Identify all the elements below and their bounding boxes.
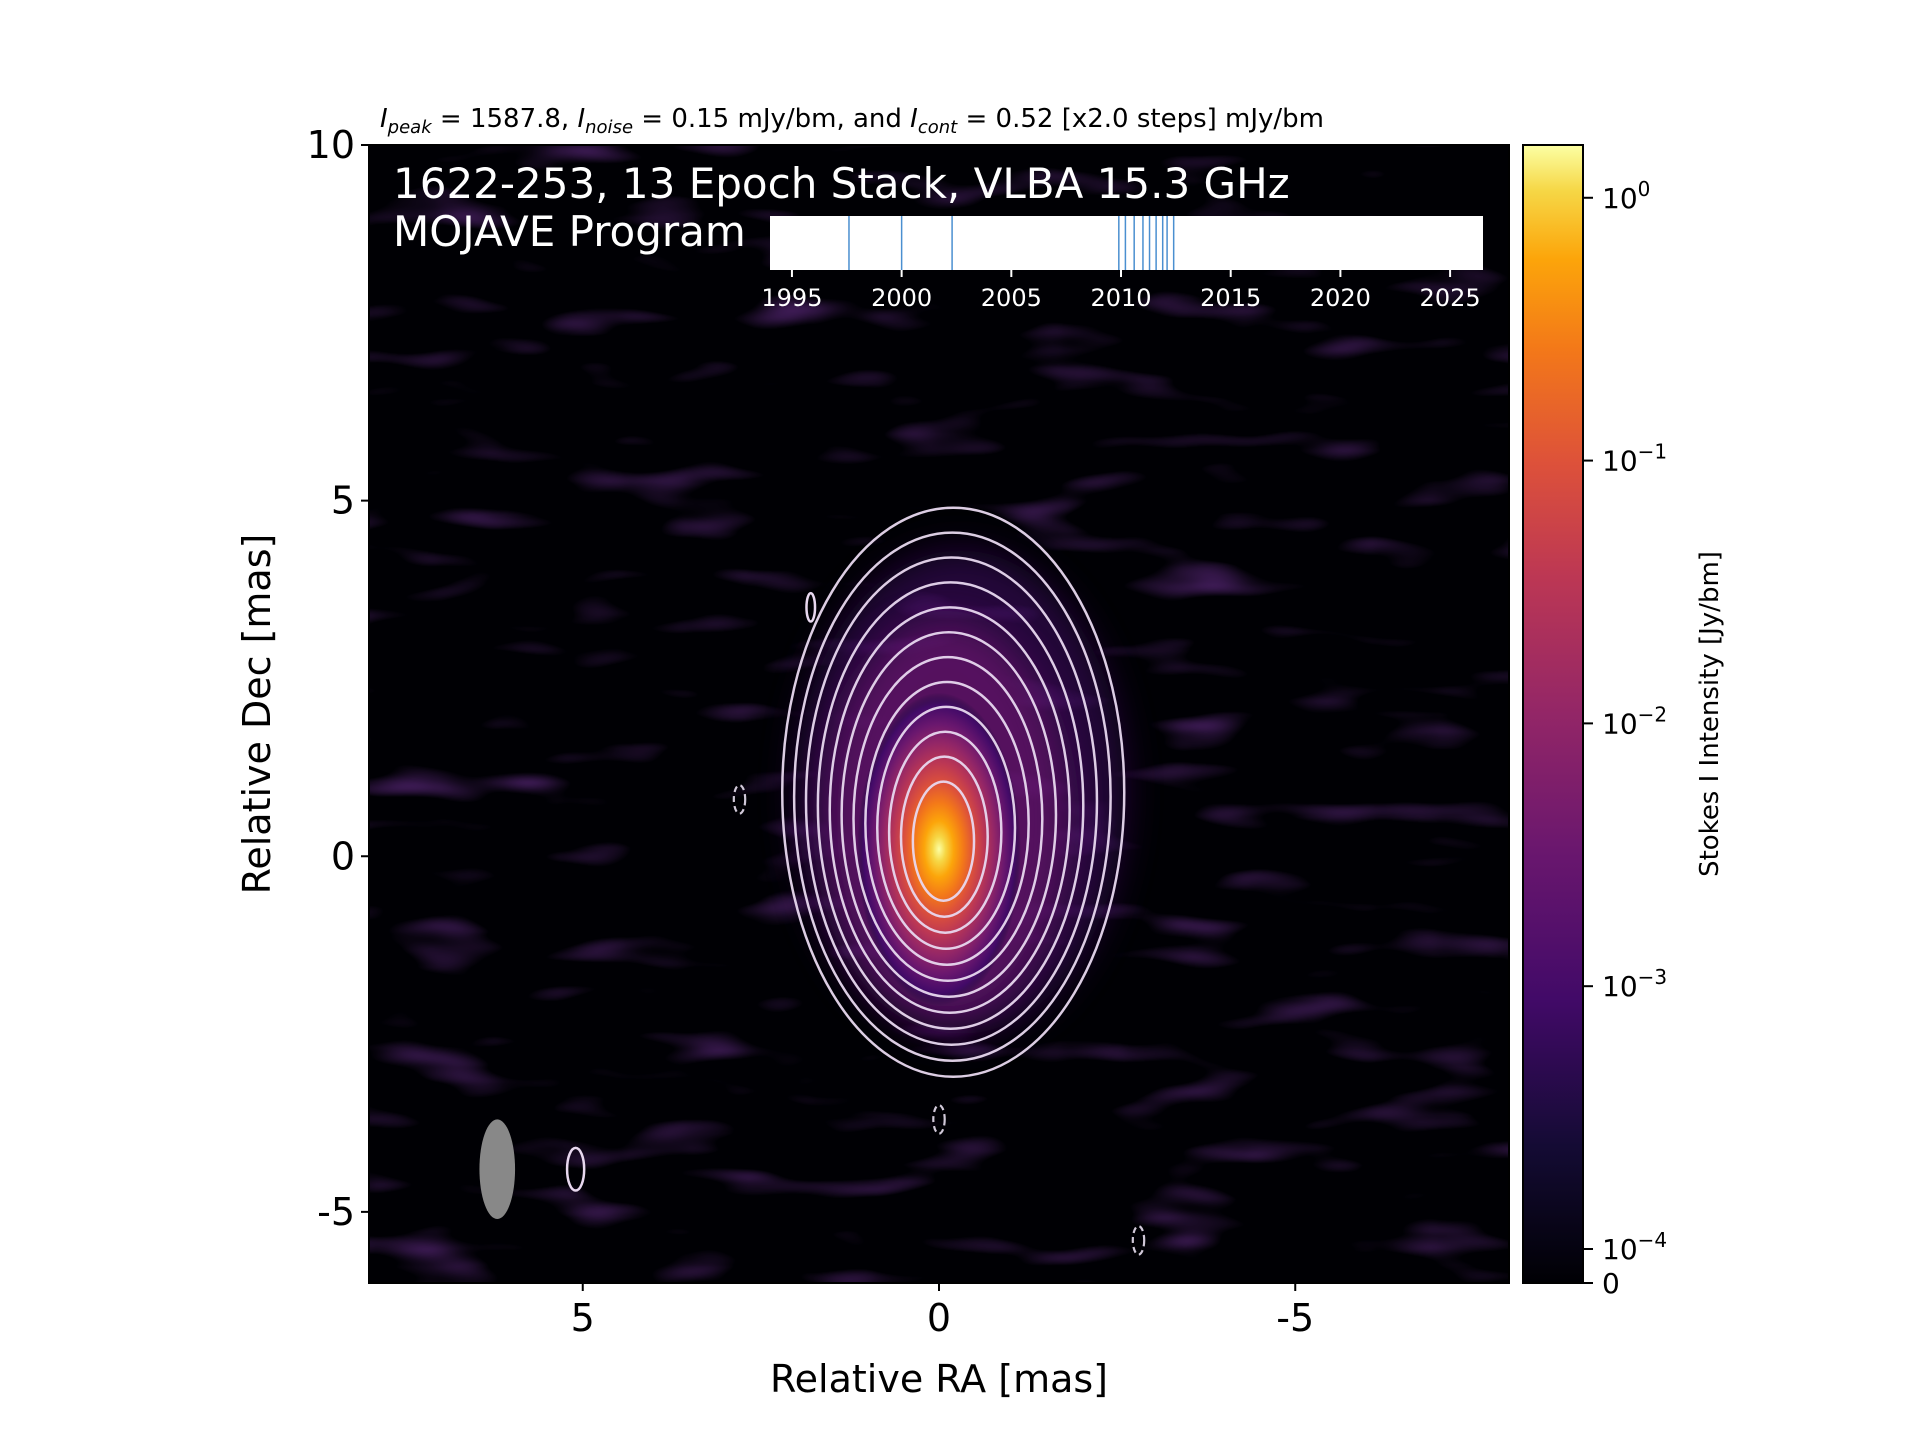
colorbar-tick-label: 10−3 — [1602, 965, 1667, 1003]
contour-level — [840, 630, 1058, 998]
contour-level — [828, 606, 1071, 1014]
x-tick-label: 5 — [571, 1296, 595, 1340]
colorbar-frame — [1522, 144, 1584, 1284]
timeline-box — [770, 216, 1483, 270]
timeline-tick-label: 2010 — [1090, 284, 1151, 312]
timeline-tick-label: 2000 — [871, 284, 932, 312]
x-axis-label: Relative RA [mas] — [770, 1357, 1108, 1401]
contour-level — [781, 506, 1126, 1078]
chart-title: Ipeak = 1587.8, Inoise = 0.15 mJy/bm, an… — [380, 104, 1324, 138]
contour-level — [792, 531, 1112, 1062]
timeline-tick-label: 1995 — [761, 284, 822, 312]
timeline-ticks: 1995 2000 2005 2010 2015 2020 2025 — [761, 270, 1481, 312]
contour-level — [899, 755, 989, 918]
contour-level — [911, 780, 976, 902]
timeline-epochs — [848, 216, 1175, 270]
colorbar-tick-label: 0 — [1602, 1267, 1620, 1300]
y-tick-label: 0 — [331, 834, 355, 878]
timeline-tick-label: 2025 — [1420, 284, 1481, 312]
image-panel — [369, 145, 1509, 1283]
source-annotation-line1: 1622-253, 13 Epoch Stack, VLBA 15.3 GHz — [393, 159, 1290, 208]
y-tick-label: -5 — [317, 1190, 355, 1234]
colorbar-tick-label: 100 — [1602, 177, 1650, 215]
negative-contour — [1131, 1224, 1146, 1256]
colorbar-label: Stokes I Intensity [Jy/bm] — [1695, 551, 1725, 877]
contour-level — [852, 655, 1044, 982]
timeline-tick-label: 2020 — [1310, 284, 1371, 312]
x-tick-label: -5 — [1276, 1296, 1314, 1340]
contour-level — [876, 705, 1017, 950]
colorbar-tick-label: 10−4 — [1602, 1228, 1667, 1266]
x-tick-label: 0 — [927, 1296, 951, 1340]
y-axis-ticks: 10 5 0 -5 — [307, 123, 369, 1234]
negative-contour — [932, 1104, 946, 1135]
emission-core — [857, 692, 1021, 1006]
y-axis-label: Relative Dec [mas] — [235, 534, 279, 895]
colorbar-ticks: 100 10−1 10−2 10−3 10−40 — [1583, 177, 1667, 1300]
contour-level — [864, 680, 1030, 966]
y-tick-label: 5 — [331, 479, 355, 523]
contour-level — [816, 581, 1085, 1030]
beam-ellipse — [479, 1119, 516, 1219]
colorbar-gradient — [1523, 145, 1583, 1283]
x-axis-ticks: 5 0 -5 — [571, 1283, 1314, 1340]
negative-contour — [732, 784, 747, 815]
negative-contours — [732, 784, 1146, 1256]
contour-level — [887, 730, 1003, 934]
colorbar-tick-label: 10−2 — [1602, 702, 1667, 740]
colorbar: 100 10−1 10−2 10−3 10−40 Stokes I Intensity … — [1522, 144, 1725, 1300]
y-tick-label: 10 — [307, 123, 355, 167]
colorbar-tick-label: 10−1 — [1602, 440, 1667, 478]
contour-levels — [565, 506, 1126, 1192]
epoch-timeline: 1995 2000 2005 2010 2015 2020 2025 — [761, 216, 1483, 312]
timeline-tick-label: 2015 — [1200, 284, 1261, 312]
contour-level — [565, 1146, 586, 1192]
timeline-tick-label: 2005 — [981, 284, 1042, 312]
source-annotation-line2: MOJAVE Program — [393, 207, 746, 256]
contour-level — [804, 556, 1099, 1046]
contour-level — [805, 591, 817, 623]
